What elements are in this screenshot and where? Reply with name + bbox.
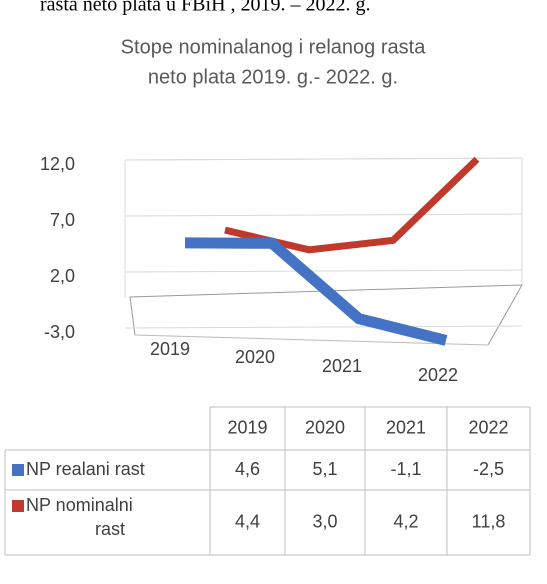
- grid-line: [124, 325, 523, 329]
- table-header: 2020: [305, 417, 345, 437]
- data-table: 2019 2020 2021 2022 NP realani rast 4,6 5,1 -1,…: [4, 406, 531, 556]
- table-header: 2021: [386, 417, 426, 437]
- grid-line: [124, 269, 523, 273]
- series-line: [184, 237, 448, 346]
- grid-line: [124, 213, 523, 217]
- table-value: 4,2: [393, 511, 418, 531]
- chart-title: neto plata 2019. g.- 2022. g.: [148, 66, 398, 88]
- legend-label: NP realani rast: [26, 459, 145, 479]
- y-tick-label: -3,0: [44, 322, 75, 342]
- legend-label: NP nominalni rast: [26, 495, 133, 539]
- table-value: 11,8: [472, 511, 506, 531]
- x-tick-label: 2022: [418, 365, 458, 385]
- series-line: [224, 156, 480, 254]
- table-value: -1,1: [390, 459, 421, 479]
- table-header: 2022: [468, 417, 508, 437]
- table-value: 4,4: [235, 511, 260, 531]
- y-tick-label: 2,0: [50, 266, 75, 286]
- x-tick-label: 2020: [235, 347, 275, 367]
- header-note: rasta neto plata u FBiH , 2019. – 2022. …: [40, 0, 371, 16]
- y-tick-label: 12,0: [40, 154, 75, 174]
- legend-key: [12, 500, 24, 512]
- grid-line: [124, 157, 523, 161]
- table-value: -2,5: [473, 459, 504, 479]
- table-value: 5,1: [312, 459, 337, 479]
- y-tick-label: 7,0: [50, 210, 75, 230]
- legend-key: [12, 464, 24, 476]
- x-tick-label: 2021: [322, 356, 362, 376]
- table-value: 4,6: [235, 459, 260, 479]
- chart-title: Stope nominalanog i relanog rasta: [121, 36, 427, 58]
- x-tick-label: 2019: [150, 339, 190, 359]
- table-value: 3,0: [312, 511, 337, 531]
- table-header: 2019: [227, 417, 267, 437]
